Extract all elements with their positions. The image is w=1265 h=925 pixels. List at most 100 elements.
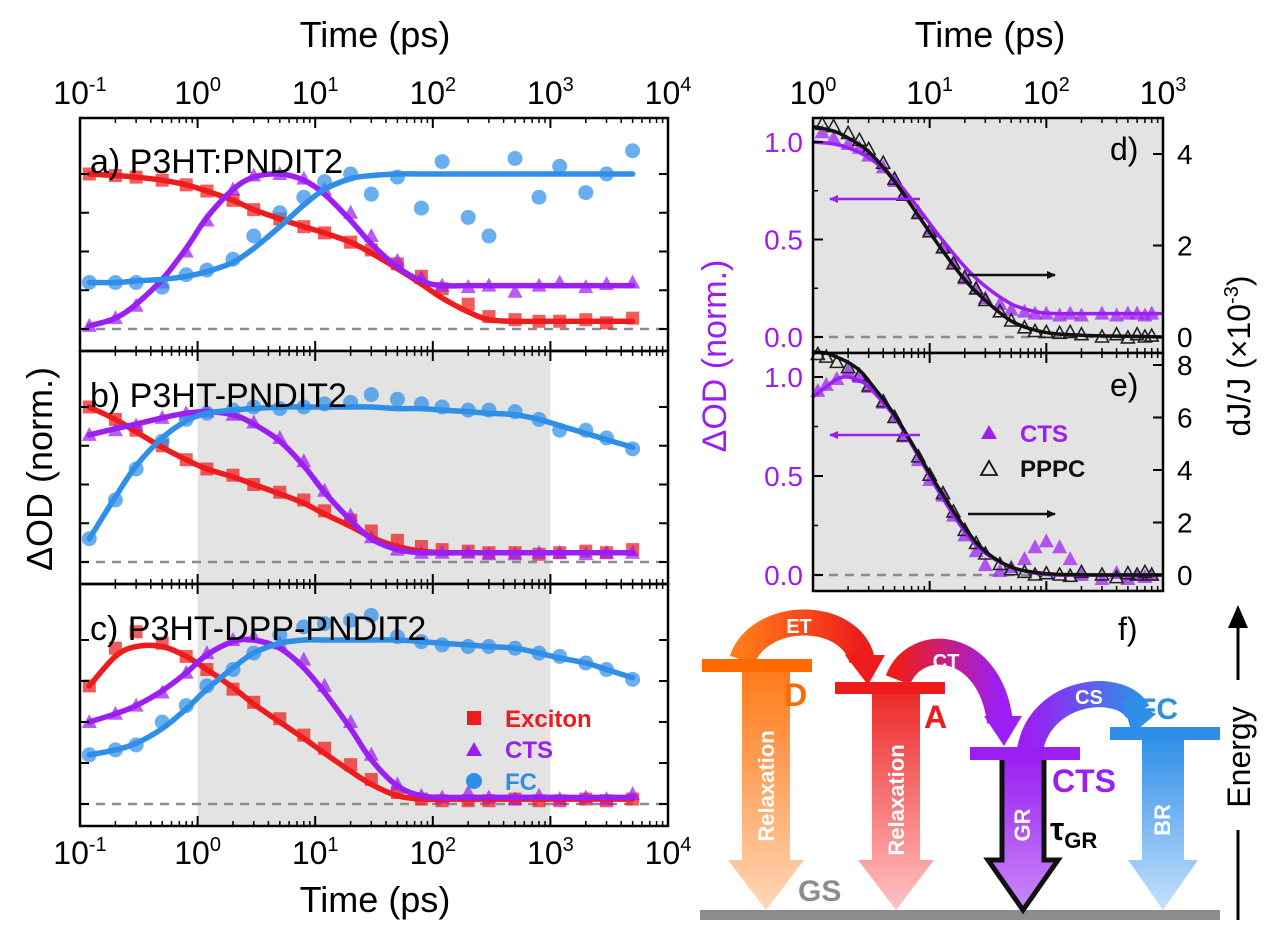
gs-label: GS (798, 875, 841, 908)
transfer-label-et: ET (786, 616, 812, 638)
x-ticklabel-bottom: 103 (527, 834, 574, 871)
fit-cts (86, 636, 636, 801)
y-ticklabel-right: 4 (1177, 455, 1193, 486)
panel-d-label: d) (1110, 131, 1138, 167)
x-ticklabel-top: 102 (409, 74, 456, 111)
y-ticklabel-right: 2 (1177, 508, 1193, 539)
point-cts (1017, 551, 1033, 566)
energy-axis-label: Energy (1221, 706, 1257, 807)
legend-label-cts: CTS (505, 737, 553, 764)
point-fc (343, 612, 359, 628)
x-ticklabel-bottom-base: 10 (409, 835, 445, 871)
x-ticklabel-top: 101 (292, 74, 339, 111)
point-fc (434, 154, 450, 170)
x-ticklabel-top-base: 10 (527, 75, 563, 111)
point-fc (578, 185, 594, 201)
y-ticklabel-left: 0.0 (764, 560, 803, 591)
fit-cts (812, 140, 1163, 316)
point-pppc (840, 358, 856, 374)
point-pppc (1120, 565, 1136, 580)
point-cts (814, 124, 830, 139)
panel-a-label: a) P3HT:PNDIT2 (90, 143, 343, 181)
fit-cts (86, 408, 636, 556)
energy-axis-arrowhead (1228, 605, 1248, 628)
point-cts (977, 557, 993, 572)
x-ticklabel-top-right-base: 10 (790, 75, 826, 111)
left-ylabel: ΔOD (norm.) (19, 367, 60, 571)
x-ticklabel-top: 100 (174, 74, 221, 111)
fit-fc (86, 171, 636, 286)
y-ticklabel-right: 2 (1177, 231, 1193, 262)
x-ticklabel-top-right-base: 10 (1023, 75, 1059, 111)
point-pppc (910, 448, 927, 463)
point-cts (818, 376, 834, 391)
x-ticklabel-top-base: 10 (645, 75, 681, 111)
fit-cts (86, 171, 636, 329)
point-fc (296, 619, 312, 635)
x-ticklabel-top: 104 (645, 74, 692, 111)
level-label-a: A (924, 699, 947, 735)
decay-label-a: Relaxation (884, 744, 909, 855)
point-cts (992, 295, 1008, 310)
x-ticklabel-bottom-exp: 4 (680, 834, 691, 856)
decay-arrow-d (728, 672, 804, 910)
panel-e-label: e) (1110, 367, 1138, 403)
x-ticklabel-bottom-exp: 3 (563, 834, 574, 856)
tau-symbol: τ (1050, 811, 1064, 847)
x-ticklabel-top-exp: 1 (327, 74, 338, 96)
transfer-arrowhead-et (845, 655, 885, 685)
legend-label-fc: FC (505, 769, 537, 796)
point-cts (1062, 551, 1078, 566)
legend-left: Exciton CTS FC (466, 706, 592, 796)
decay-arrow-cts (983, 754, 1063, 915)
transfer-label-cs: CS (1075, 687, 1103, 709)
x-ticklabel-top: 10-1 (53, 74, 106, 111)
transfer-arrowhead-cs (1122, 698, 1156, 734)
point-fc (363, 186, 379, 202)
point-cts (507, 283, 523, 298)
point-fc (552, 158, 568, 174)
energy-diagram: f) GS Energy Relaxation Relaxation GR BR… (700, 605, 1257, 920)
ground-state-line (700, 910, 1220, 920)
x-ticklabel-bottom-base: 10 (174, 835, 210, 871)
y-ticklabel-right: 8 (1177, 350, 1193, 381)
legend-marker-cts-right (981, 425, 997, 439)
point-pppc (921, 466, 938, 482)
x-ticklabel-bottom-exp: -1 (89, 834, 107, 856)
right-ylabel-right-main: dJ/J (×10 (1221, 304, 1257, 437)
level-bar-cts (970, 747, 1080, 760)
point-cts (968, 280, 984, 295)
point-fc (272, 627, 288, 643)
decay-arrow-a (858, 693, 934, 910)
y-ticklabel-left: 1.0 (764, 362, 803, 393)
x-ticklabel-top-right-exp: 2 (1059, 74, 1070, 96)
x-ticklabel-top-right: 100 (790, 74, 837, 111)
point-cts (1003, 301, 1019, 316)
fit-pppc (812, 350, 1163, 577)
panel-e: 0.0 0.5 1.0 0 2 4 6 8 (764, 345, 1193, 593)
energy-label-bg (1224, 680, 1254, 830)
x-ticklabel-bottom: 10-1 (53, 834, 106, 871)
level-label-fc: FC (1138, 693, 1178, 726)
point-cts (968, 543, 984, 558)
legend-marker-fc (466, 773, 482, 789)
y-ticklabel-left: 0.5 (764, 225, 803, 256)
x-ticklabel-bottom-exp: 2 (445, 834, 456, 856)
legend-marker-exciton (467, 711, 481, 725)
transfer-arc-ct (885, 638, 1013, 725)
legend-marker-pppc (979, 459, 999, 476)
x-ticklabel-top: 103 (527, 74, 574, 111)
fit-fc (86, 637, 636, 758)
point-pppc (1073, 563, 1090, 579)
point-pppc (1062, 323, 1078, 339)
panel-d: 0.0 0.5 1.0 0 2 4 (764, 115, 1193, 355)
point-fc (317, 616, 333, 632)
point-cts (826, 130, 842, 145)
point-pppc (1137, 563, 1153, 579)
point-fc (507, 151, 523, 166)
right-ylabel-left: ΔOD (norm.) (696, 260, 734, 453)
x-ticklabel-top-base: 10 (409, 75, 445, 111)
point-fc (246, 228, 262, 244)
